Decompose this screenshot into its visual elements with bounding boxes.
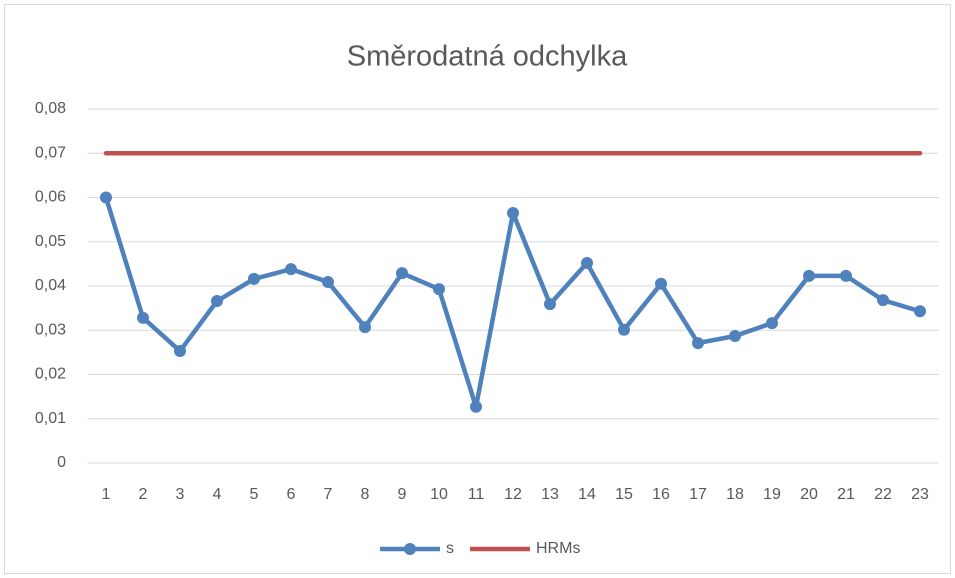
point-marker: [396, 267, 408, 280]
point-marker: [359, 321, 371, 334]
x-tick-label: 14: [578, 486, 596, 503]
point-marker: [692, 337, 704, 350]
x-tick-label: 5: [250, 486, 259, 503]
legend-label: HRMs: [536, 540, 580, 557]
y-tick-label: 0,02: [35, 366, 66, 383]
point-marker: [470, 400, 482, 413]
x-tick-label: 6: [287, 486, 296, 503]
x-tick-label: 3: [176, 486, 185, 503]
legend-label: s: [446, 540, 454, 557]
point-marker: [803, 269, 815, 282]
x-tick-label: 4: [213, 486, 222, 503]
point-marker: [618, 323, 630, 336]
y-tick-label: 0,06: [35, 189, 66, 206]
x-tick-label: 16: [652, 486, 670, 503]
x-tick-label: 2: [139, 486, 148, 503]
x-tick-label: 12: [504, 486, 522, 503]
point-marker: [137, 311, 149, 324]
point-marker: [581, 256, 593, 269]
x-tick-label: 19: [763, 486, 781, 503]
y-tick-label: 0,03: [35, 321, 66, 338]
point-marker: [248, 272, 260, 285]
y-tick-label: 0,08: [35, 100, 66, 117]
point-marker: [433, 283, 445, 296]
x-tick-label: 21: [837, 486, 855, 503]
point-marker: [174, 345, 186, 358]
legend-marker: [404, 543, 416, 555]
point-marker: [322, 276, 334, 289]
x-tick-label: 17: [689, 486, 707, 503]
x-tick-label: 9: [398, 486, 407, 503]
x-tick-label: 1: [102, 486, 111, 503]
point-marker: [766, 317, 778, 330]
point-marker: [914, 305, 926, 318]
x-tick-label: 22: [874, 486, 892, 503]
x-tick-label: 23: [911, 486, 929, 503]
chart-border: [4, 4, 951, 574]
y-tick-label: 0,07: [35, 144, 66, 161]
x-tick-label: 7: [324, 486, 333, 503]
y-tick-label: 0: [57, 454, 66, 471]
point-marker: [655, 277, 667, 290]
point-marker: [544, 298, 556, 311]
x-tick-label: 10: [430, 486, 448, 503]
x-tick-label: 15: [615, 486, 633, 503]
point-marker: [840, 269, 852, 282]
point-marker: [100, 191, 112, 204]
y-tick-label: 0,05: [35, 233, 66, 250]
x-tick-label: 8: [361, 486, 370, 503]
x-tick-label: 13: [541, 486, 559, 503]
x-tick-label: 18: [726, 486, 744, 503]
point-marker: [507, 206, 519, 219]
chart-title: Směrodatná odchylka: [347, 41, 628, 73]
x-tick-label: 11: [468, 486, 485, 503]
y-tick-label: 0,04: [35, 277, 66, 294]
point-marker: [729, 330, 741, 343]
point-marker: [877, 294, 889, 307]
y-tick-label: 0,01: [35, 410, 66, 427]
point-marker: [285, 263, 297, 276]
x-tick-label: 20: [800, 486, 818, 503]
point-marker: [211, 295, 223, 308]
